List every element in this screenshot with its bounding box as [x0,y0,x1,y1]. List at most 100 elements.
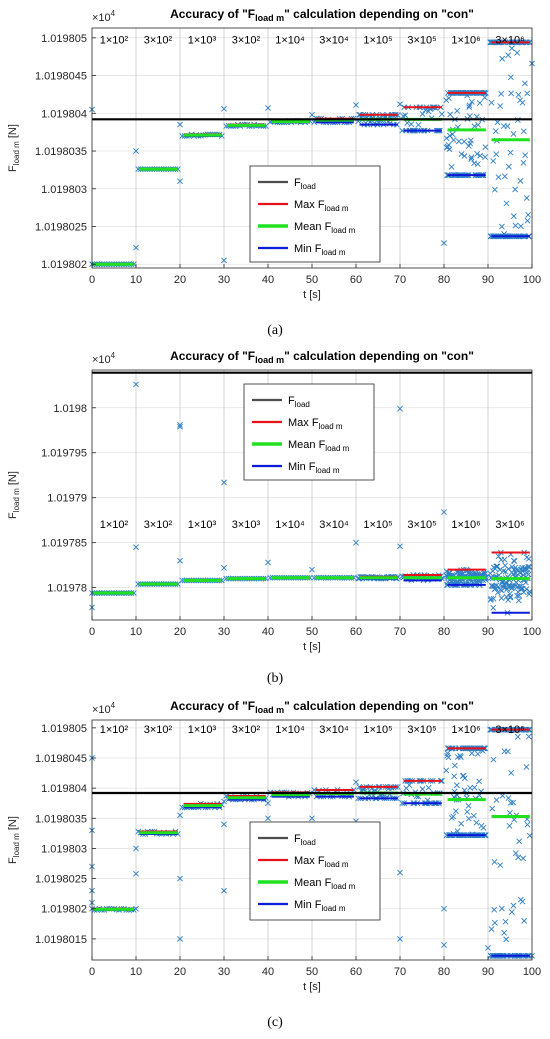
scatter-point [506,822,513,829]
outlier-point [177,423,183,430]
outlier-point [353,539,359,546]
outlier-point [441,942,447,948]
scatter-point [497,103,504,109]
y-tick-label: 1.019804 [41,783,87,795]
outlier-point [441,240,447,247]
y-tick-label: 1.019803 [41,843,87,855]
legend-mean-label: Mean Fload m [294,221,356,235]
scatter-point [507,593,514,600]
outlier-point [177,875,183,882]
con-label: 3×10⁴ [319,519,349,531]
outlier-point [221,257,227,264]
con-label: 3×10⁶ [495,724,524,736]
x-tick-label: 80 [438,966,450,978]
scatter-point [445,141,452,148]
x-tick-label: 100 [523,274,541,286]
scatter-point [449,131,456,138]
scatter-point [505,795,512,802]
y-tick-label: 1.0198035 [35,813,87,825]
outlier-point [441,905,447,912]
scatter-point [517,177,524,184]
chart-title: Accuracy of "Fload m" calculation depend… [170,699,474,715]
x-tick-label: 50 [306,626,318,638]
x-tick-label: 80 [438,274,450,286]
outlier-point [133,381,139,388]
axis-exponent: ×104 [92,351,116,366]
scatter-point [492,128,499,135]
scatter-point [508,909,515,915]
scatter-point [419,786,426,793]
scatter-point [447,111,454,118]
outlier-point [309,815,315,822]
scatter-point [408,121,415,128]
scatter-point [491,919,498,926]
scatter-point [468,98,475,105]
scatter-point [450,137,457,143]
y-tick-label: 1.019802 [41,259,87,271]
scatter-point [468,750,475,757]
outlier-point [133,544,139,551]
x-tick-label: 100 [523,626,541,638]
y-tick-label: 1.0198035 [35,146,87,158]
scatter-point [525,563,532,570]
x-tick-label: 0 [89,966,95,978]
outlier-point [353,779,359,786]
scatter-point [507,149,514,156]
scatter-point [450,813,457,820]
legend-min-label: Min Fload m [294,899,346,913]
con-label: 1×10³ [188,34,217,46]
con-label: 1×10³ [188,519,217,531]
scatter-point [467,137,474,144]
scatter-point [510,130,517,137]
x-tick-label: 10 [130,274,142,286]
outlier-point [485,945,491,951]
con-label: 3×10² [232,34,261,46]
scatter-point [507,74,514,81]
scatter-point [443,135,450,142]
scatter-point [503,580,510,587]
scatter-point [498,90,505,97]
scatter-point [494,119,501,126]
scatter-point [466,102,473,109]
scatter-point [508,90,515,97]
figure-panel-c: 1×10² 3×10² 1×10³ 3×10² 1×10⁴ 3×10⁴ 1×10⁵ 3×10⁵… [0,692,550,1038]
scatter-point [523,195,530,201]
scatter-point [482,154,489,160]
legend-max-label: Max Fload m [294,855,349,869]
x-tick-label: 70 [394,274,406,286]
scatter-point [135,166,142,173]
y-tick-label: 1.01979 [47,493,87,505]
scatter-point [490,756,497,763]
scatter-point [464,808,471,815]
accuracy-chart-b: 1×10² 3×10² 1×10³ 3×10³ 1×10⁴ 3×10⁴ 1×10⁵ 3×10⁵… [7,349,541,686]
scatter-point [458,151,465,158]
scatter-point [523,763,530,770]
scatter-point [516,592,523,599]
scatter-point [406,782,413,789]
scatter-point [399,800,406,807]
scatter-point [466,113,473,120]
scatter-point [525,211,532,218]
scatter-point [457,754,464,761]
legend: Fload Max Fload m Mean Fload m Min Fload m [249,821,381,921]
scatter-point [445,754,452,761]
x-tick-label: 90 [482,626,494,638]
scatter-point [404,120,411,126]
outlier-point [309,111,315,118]
con-label: 1×10⁵ [363,724,392,736]
y-tick-label: 1.019795 [41,448,87,460]
scatter-point [520,855,527,862]
scatter-point [494,563,501,570]
x-tick-label: 60 [350,274,362,286]
figure-panel-a: 1×10² 3×10² 1×10³ 3×10² 1×10⁴ 3×10⁴ 1×10⁵ 3×10⁵… [0,0,550,346]
y-axis-label: Fload m [N] [7,816,21,864]
x-tick-label: 80 [438,626,450,638]
scatter-point [517,223,524,230]
scatter-point [355,795,362,802]
outlier-point [221,887,227,894]
con-label: 3×10³ [232,519,261,531]
con-label: 1×10³ [188,724,217,736]
figure-caption: (c) [267,1015,283,1030]
outlier-point [133,905,139,912]
scatter-point [508,45,515,52]
